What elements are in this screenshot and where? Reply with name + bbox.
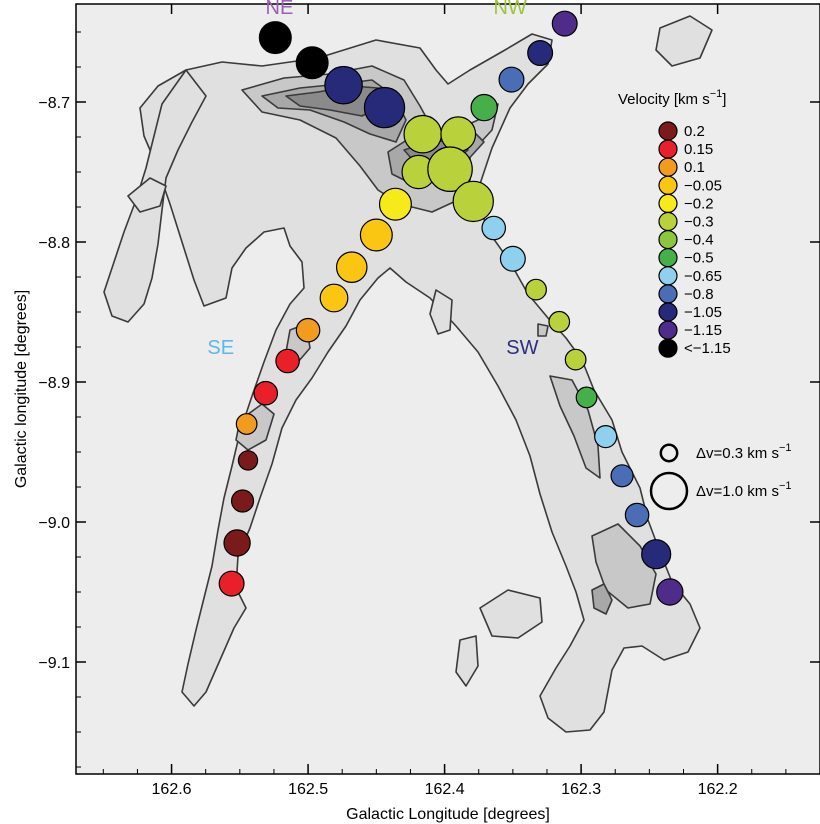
legend-label: <−1.15 bbox=[684, 340, 731, 357]
legend-size-label: Δv=1.0 km s−1 bbox=[696, 480, 792, 500]
legend-swatch bbox=[658, 338, 678, 358]
y-tick-label: −8.9 bbox=[38, 375, 70, 392]
legend-swatch bbox=[658, 302, 678, 322]
velocity-point bbox=[470, 93, 498, 122]
velocity-point bbox=[223, 529, 251, 557]
velocity-point bbox=[319, 283, 349, 313]
x-axis-label: Galactic Longitude [degrees] bbox=[346, 806, 550, 823]
legend: Velocity [km s−1] 0.20.150.1−0.05−0.2−0.… bbox=[618, 88, 792, 511]
legend-swatch bbox=[658, 248, 678, 268]
legend-size-exponent: −1 bbox=[779, 442, 792, 454]
x-tick-label: 162.4 bbox=[425, 781, 465, 798]
velocity-point bbox=[378, 187, 412, 221]
velocity-point bbox=[235, 413, 258, 435]
legend-swatch bbox=[658, 193, 678, 213]
plot-frame bbox=[75, 3, 820, 775]
region-labels: NE NW SE SW bbox=[207, 0, 538, 359]
legend-label: 0.15 bbox=[684, 141, 713, 158]
x-tick-label: 162.6 bbox=[152, 781, 192, 798]
velocity-point bbox=[498, 66, 525, 93]
velocity-point bbox=[258, 21, 292, 55]
velocity-point bbox=[335, 251, 368, 284]
legend-label: −0.4 bbox=[684, 232, 714, 249]
velocity-point bbox=[295, 46, 329, 80]
velocity-point bbox=[253, 380, 279, 406]
velocity-point bbox=[551, 10, 578, 37]
y-tick-label: −9.0 bbox=[38, 515, 70, 532]
legend-swatch bbox=[658, 320, 678, 340]
legend-swatch bbox=[658, 230, 678, 250]
region-label: SW bbox=[506, 337, 538, 359]
velocity-point bbox=[440, 116, 477, 153]
legend-swatch bbox=[658, 211, 678, 232]
legend-title-exponent: −1 bbox=[710, 88, 723, 100]
velocity-point bbox=[641, 539, 672, 570]
legend-label: −1.05 bbox=[684, 304, 722, 321]
legend-swatch bbox=[658, 139, 678, 159]
legend-size-prefix: Δv=1.0 km s bbox=[696, 483, 779, 500]
legend-swatch bbox=[658, 121, 678, 141]
velocity-point bbox=[427, 146, 473, 193]
legend-size-entries: Δv=0.3 km s−1Δv=1.0 km s−1 bbox=[649, 442, 792, 511]
legend-title-suffix: ] bbox=[722, 91, 726, 108]
velocity-point bbox=[525, 278, 547, 301]
velocity-point bbox=[624, 502, 650, 528]
legend-size-prefix: Δv=0.3 km s bbox=[696, 445, 779, 462]
velocity-point bbox=[548, 310, 571, 333]
x-axis: 162.6 162.5 162.4 162.3 162.2 bbox=[102, 4, 820, 798]
legend-label: −0.05 bbox=[684, 177, 722, 194]
y-axis: −8.7 −8.8 −8.9 −9.0 −9.1 bbox=[38, 31, 820, 768]
legend-label: −1.15 bbox=[684, 322, 722, 339]
velocity-point bbox=[237, 450, 259, 471]
x-tick-label: 162.3 bbox=[561, 781, 601, 798]
legend-label: −0.8 bbox=[684, 286, 714, 303]
y-tick-label: −9.1 bbox=[38, 655, 70, 672]
velocity-point bbox=[275, 348, 300, 374]
velocity-point bbox=[564, 348, 587, 371]
legend-swatch bbox=[658, 266, 678, 286]
velocity-point bbox=[295, 317, 321, 343]
legend-label: 0.1 bbox=[684, 159, 705, 176]
velocity-point bbox=[656, 578, 684, 606]
velocity-point bbox=[527, 39, 554, 66]
velocity-point bbox=[403, 114, 443, 154]
legend-size-circle bbox=[659, 443, 679, 463]
legend-label: −0.3 bbox=[684, 214, 714, 231]
region-label: NW bbox=[493, 0, 526, 19]
region-label: SE bbox=[207, 337, 234, 359]
velocity-point bbox=[324, 65, 363, 105]
legend-label: −0.5 bbox=[684, 250, 714, 267]
legend-size-label: Δv=0.3 km s−1 bbox=[696, 442, 792, 462]
x-tick-label: 162.5 bbox=[288, 781, 328, 798]
legend-swatch bbox=[658, 175, 678, 195]
velocity-point bbox=[452, 180, 494, 223]
legend-size-exponent: −1 bbox=[779, 480, 792, 492]
velocity-point bbox=[359, 218, 393, 252]
velocity-point bbox=[594, 425, 618, 449]
legend-label: −0.2 bbox=[684, 195, 714, 212]
velocity-point bbox=[481, 215, 507, 241]
y-tick-label: −8.7 bbox=[38, 95, 70, 112]
legend-color-entries: 0.20.150.1−0.05−0.2 −0.3−0.4−0.5−0.65−0.8… bbox=[658, 121, 731, 358]
legend-swatch bbox=[658, 284, 678, 304]
y-axis-label: Galactic longitude [degrees] bbox=[13, 290, 30, 488]
y-tick-label: −8.8 bbox=[38, 235, 70, 252]
legend-title: Velocity [km s−1] bbox=[618, 88, 726, 108]
velocity-point bbox=[499, 245, 526, 272]
region-label: NE bbox=[266, 0, 294, 19]
legend-swatch bbox=[658, 157, 678, 177]
velocity-point bbox=[230, 489, 255, 513]
velocity-point bbox=[218, 570, 245, 597]
velocity-point bbox=[610, 464, 634, 488]
velocity-point bbox=[575, 386, 598, 409]
legend-size-circle bbox=[649, 471, 689, 511]
legend-label: −0.65 bbox=[684, 268, 722, 285]
velocity-point bbox=[363, 86, 406, 129]
legend-label: 0.2 bbox=[684, 123, 705, 140]
legend-title-prefix: Velocity [km s bbox=[618, 91, 710, 108]
velocity-points bbox=[218, 10, 684, 606]
x-tick-label: 162.2 bbox=[698, 781, 738, 798]
